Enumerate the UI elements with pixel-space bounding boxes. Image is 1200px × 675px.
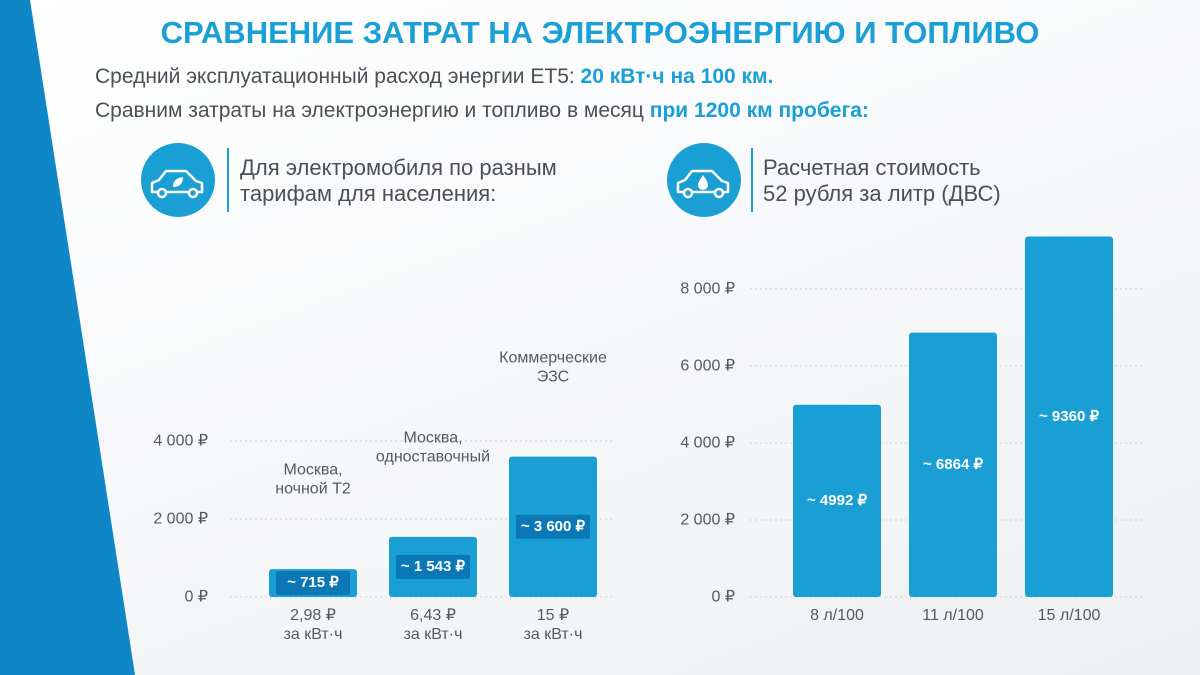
y-tick-label: 2 000 ₽: [153, 510, 208, 528]
subtitle-line: Сравним затраты на электроэнергию и топл…: [95, 98, 869, 123]
chart-heading: Для электромобиля по разным тарифам для …: [240, 155, 557, 207]
chart-heading: Расчетная стоимость 52 рубля за литр (ДВ…: [763, 155, 1001, 207]
page-title: СРАВНЕНИЕ ЗАТРАТ НА ЭЛЕКТРОЭНЕРГИЮ И ТОП…: [160, 15, 1040, 50]
y-tick-label: 4 000 ₽: [680, 434, 735, 452]
x-tick-label: 6,43 ₽ за кВт·ч: [403, 607, 463, 644]
value-badge: [516, 514, 590, 539]
value-label: ~ 715 ₽: [287, 574, 339, 592]
x-tick-label: 15 л/100: [1037, 607, 1101, 624]
x-tick-label: 11 л/100: [922, 607, 984, 624]
value-label: ~ 4992 ₽: [806, 491, 868, 509]
y-tick-label: 2 000 ₽: [680, 511, 735, 529]
value-badge: [396, 554, 470, 579]
ev-icon: [141, 143, 215, 217]
bar: [1025, 236, 1113, 598]
decor-strip: [0, 0, 135, 675]
y-tick-label: 8 000 ₽: [680, 280, 735, 298]
annotation: Коммерческие ЭЗС: [499, 349, 607, 386]
annotation: Москва, одноставочный: [375, 429, 491, 466]
annotation: Москва, ночной Т2: [275, 461, 351, 498]
value-label: ~ 6864 ₽: [922, 455, 984, 473]
y-tick-label: 4 000 ₽: [153, 432, 208, 450]
bar: [909, 332, 997, 597]
subtitle-line: Средний эксплуатационный расход энергии …: [95, 64, 773, 89]
bar: [793, 404, 881, 597]
subtitle-text: Сравним затраты на электроэнергию и топл…: [95, 99, 650, 122]
fuel-icon: [667, 143, 741, 217]
highlight: при 1200 км пробега:: [649, 99, 869, 122]
value-label: ~ 1 543 ₽: [400, 557, 466, 575]
y-tick-label: 0 ₽: [711, 588, 735, 606]
x-tick-label: 15 ₽ за кВт·ч: [523, 607, 583, 644]
y-tick-label: 6 000 ₽: [680, 357, 735, 375]
x-tick-label: 2,98 ₽ за кВт·ч: [283, 607, 343, 644]
x-tick-label: 8 л/100: [810, 607, 864, 624]
highlight: 20 кВт·ч на 100 км.: [580, 65, 774, 88]
value-label: ~ 3 600 ₽: [520, 517, 586, 535]
value-badge: [276, 571, 350, 596]
y-tick-label: 0 ₽: [184, 588, 208, 606]
subtitle-text: Средний эксплуатационный расход энергии …: [95, 65, 581, 88]
value-label: ~ 9360 ₽: [1038, 407, 1100, 425]
